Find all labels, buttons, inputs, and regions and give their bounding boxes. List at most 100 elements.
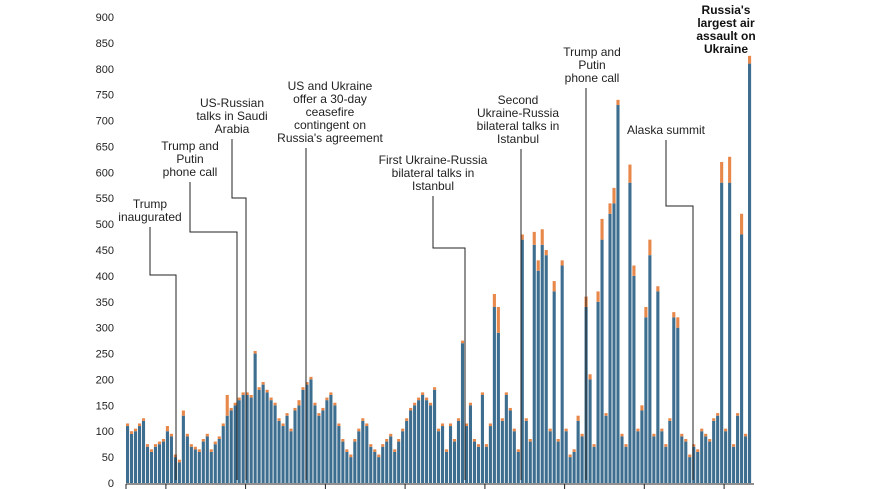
bar-missiles: [409, 407, 413, 411]
bar-missiles: [556, 438, 560, 442]
bar-missiles: [209, 449, 213, 452]
bar-missiles: [568, 454, 572, 458]
bar-missiles: [381, 444, 385, 447]
bar-missiles: [532, 231, 536, 245]
y-tick-label: 650: [96, 141, 114, 153]
bar-drones: [257, 389, 261, 483]
bar-drones: [556, 441, 560, 483]
bar-drones: [193, 449, 197, 483]
annotation-text: Russia's agreement: [277, 131, 383, 145]
bar-missiles: [289, 428, 293, 432]
bar-drones: [433, 389, 437, 483]
bar-drones: [624, 446, 628, 483]
bar-missiles: [245, 392, 249, 395]
bar-drones: [337, 426, 341, 483]
bar-missiles: [736, 413, 740, 416]
bar-drones: [169, 436, 173, 483]
bar-drones: [141, 420, 146, 483]
bar-drones: [684, 441, 688, 483]
bar-drones: [313, 405, 317, 483]
bar-drones: [696, 451, 700, 483]
bar-drones: [321, 410, 325, 483]
bar-missiles: [600, 218, 604, 240]
bar-missiles: [712, 418, 716, 421]
bar-drones: [612, 203, 616, 483]
annotation-text: Alaska summit: [627, 123, 706, 137]
y-tick-label: 550: [96, 193, 114, 205]
bar-missiles: [444, 449, 449, 452]
bar-drones: [620, 436, 624, 483]
bar-drones: [161, 441, 165, 483]
bar-drones: [500, 420, 504, 483]
annotation-text: Trump: [133, 197, 168, 211]
annotation-leader-line: [665, 140, 694, 480]
bar-missiles: [692, 444, 696, 447]
bar-drones: [680, 436, 684, 483]
bar-drones: [381, 446, 385, 483]
bar-missiles: [720, 161, 724, 183]
annotation-text: offer a 30-day: [293, 92, 367, 106]
bar-missiles: [133, 428, 138, 432]
bar-missiles: [157, 441, 162, 445]
bar-missiles: [173, 454, 177, 458]
bar-drones: [692, 446, 696, 483]
bar-missiles: [181, 410, 185, 416]
y-tick-label: 700: [96, 116, 114, 128]
bar-missiles: [325, 397, 329, 401]
bar-missiles: [516, 449, 520, 452]
bar-drones: [712, 420, 716, 483]
bar-drones: [437, 431, 441, 483]
bar-drones: [504, 394, 508, 483]
bar-missiles: [229, 407, 233, 411]
bar-missiles: [333, 402, 337, 406]
bar-missiles: [169, 433, 173, 437]
bar-drones: [325, 400, 329, 483]
annotation-text: talks in Saudi: [196, 109, 267, 123]
bar-drones: [552, 291, 556, 483]
bar-missiles: [265, 389, 269, 393]
bar-drones: [688, 457, 692, 483]
bar-missiles: [225, 394, 229, 416]
bar-drones: [165, 431, 169, 483]
bar-drones: [237, 400, 241, 483]
bar-missiles: [700, 428, 704, 432]
bar-missiles: [337, 423, 341, 427]
bar-drones: [233, 405, 237, 483]
annotation-leader-line: [231, 139, 247, 480]
bar-drones: [205, 436, 209, 483]
bar-missiles: [249, 394, 253, 398]
bar-missiles: [664, 444, 668, 447]
bar-missiles: [165, 426, 169, 432]
bar-missiles: [285, 413, 289, 416]
bar-missiles: [301, 387, 305, 390]
bar-missiles: [261, 382, 265, 385]
y-tick-label: 150: [96, 400, 114, 412]
bar-missiles: [652, 433, 656, 437]
bar-missiles: [405, 418, 409, 421]
y-tick-label: 100: [96, 426, 114, 438]
bar-drones: [664, 446, 668, 483]
bar-drones: [668, 420, 672, 483]
bar-missiles: [189, 444, 193, 447]
bar-drones: [369, 446, 373, 483]
y-tick-label: 250: [96, 349, 114, 361]
bar-drones: [393, 451, 397, 483]
bar-drones: [636, 431, 640, 483]
bar-drones: [173, 457, 177, 483]
annotation-text: Trump and: [563, 45, 621, 59]
annotation-leader-line: [149, 227, 177, 480]
bar-drones: [241, 394, 245, 483]
bar-drones: [512, 431, 516, 483]
bar-missiles: [636, 428, 640, 432]
bar-drones: [560, 265, 564, 483]
bar-drones: [157, 444, 162, 483]
bar-missiles: [468, 402, 473, 406]
annotation-text: bilateral talks in: [392, 166, 475, 180]
bar-drones: [225, 415, 229, 483]
bar-drones: [281, 426, 285, 483]
bar-missiles: [305, 382, 309, 385]
